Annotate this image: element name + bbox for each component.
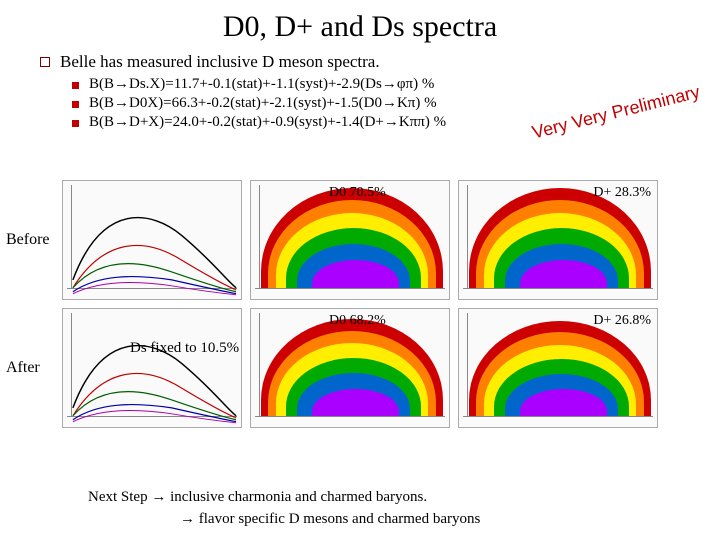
hist-d0-before: D0 70.5% — [250, 180, 450, 300]
next-step-line-1: Next Step → inclusive charmonia and char… — [88, 489, 427, 506]
square-bullet-icon — [40, 57, 50, 67]
chart-caption: D0 70.5% — [329, 185, 386, 201]
axis-y — [467, 313, 468, 417]
axis-y — [259, 185, 260, 289]
stacked-hist — [261, 188, 443, 288]
line-chart-before — [62, 180, 242, 300]
axis-y — [259, 313, 260, 417]
row-label-after: After — [0, 359, 62, 377]
axis-x — [463, 416, 653, 417]
row-before: Before D0 70.5% D+ 28.3% — [0, 180, 720, 300]
filled-bullet-icon — [72, 120, 79, 127]
filled-bullet-icon — [72, 101, 79, 108]
lead-bullet: Belle has measured inclusive D meson spe… — [40, 52, 700, 72]
line-chart-svg — [63, 309, 241, 428]
line-chart-svg — [63, 181, 241, 300]
line-chart-after — [62, 308, 242, 428]
sub-bullet-text: B(B→Ds.X)=11.7+-0.1(stat)+-1.1(syst)+-2.… — [89, 76, 434, 93]
stacked-hist — [261, 316, 443, 416]
stacked-hist — [469, 188, 651, 288]
lead-bullet-text: Belle has measured inclusive D meson spe… — [60, 52, 380, 72]
next-step-line-2: → flavor specific D mesons and charmed b… — [180, 511, 480, 528]
chart-caption: D+ 28.3% — [593, 185, 651, 201]
sub-bullet-text: B(B→D+X)=24.0+-0.2(stat)+-0.9(syst)+-1.4… — [89, 114, 446, 131]
page-title: D0, D+ and Ds spectra — [0, 0, 720, 52]
chart-caption: D0 68.2% — [329, 313, 386, 329]
row-after: After D0 68.2% D+ 26.8% — [0, 308, 720, 428]
hist-d0-after: D0 68.2% — [250, 308, 450, 428]
chart-caption: D+ 26.8% — [593, 313, 651, 329]
row-label-before: Before — [0, 231, 62, 249]
ds-fixed-label: Ds fixed to 10.5% — [130, 340, 239, 357]
filled-bullet-icon — [72, 82, 79, 89]
hist-dplus-after: D+ 26.8% — [458, 308, 658, 428]
chart-grid: Before D0 70.5% D+ 28.3% After — [0, 180, 720, 436]
axis-x — [255, 288, 445, 289]
sub-bullet-text: B(B→D0X)=66.3+-0.2(stat)+-2.1(syst)+-1.5… — [89, 95, 437, 112]
hist-dplus-before: D+ 28.3% — [458, 180, 658, 300]
sub-bullet: B(B→Ds.X)=11.7+-0.1(stat)+-1.1(syst)+-2.… — [72, 76, 700, 93]
axis-x — [463, 288, 653, 289]
stacked-hist — [469, 316, 651, 416]
axis-y — [467, 185, 468, 289]
axis-x — [255, 416, 445, 417]
